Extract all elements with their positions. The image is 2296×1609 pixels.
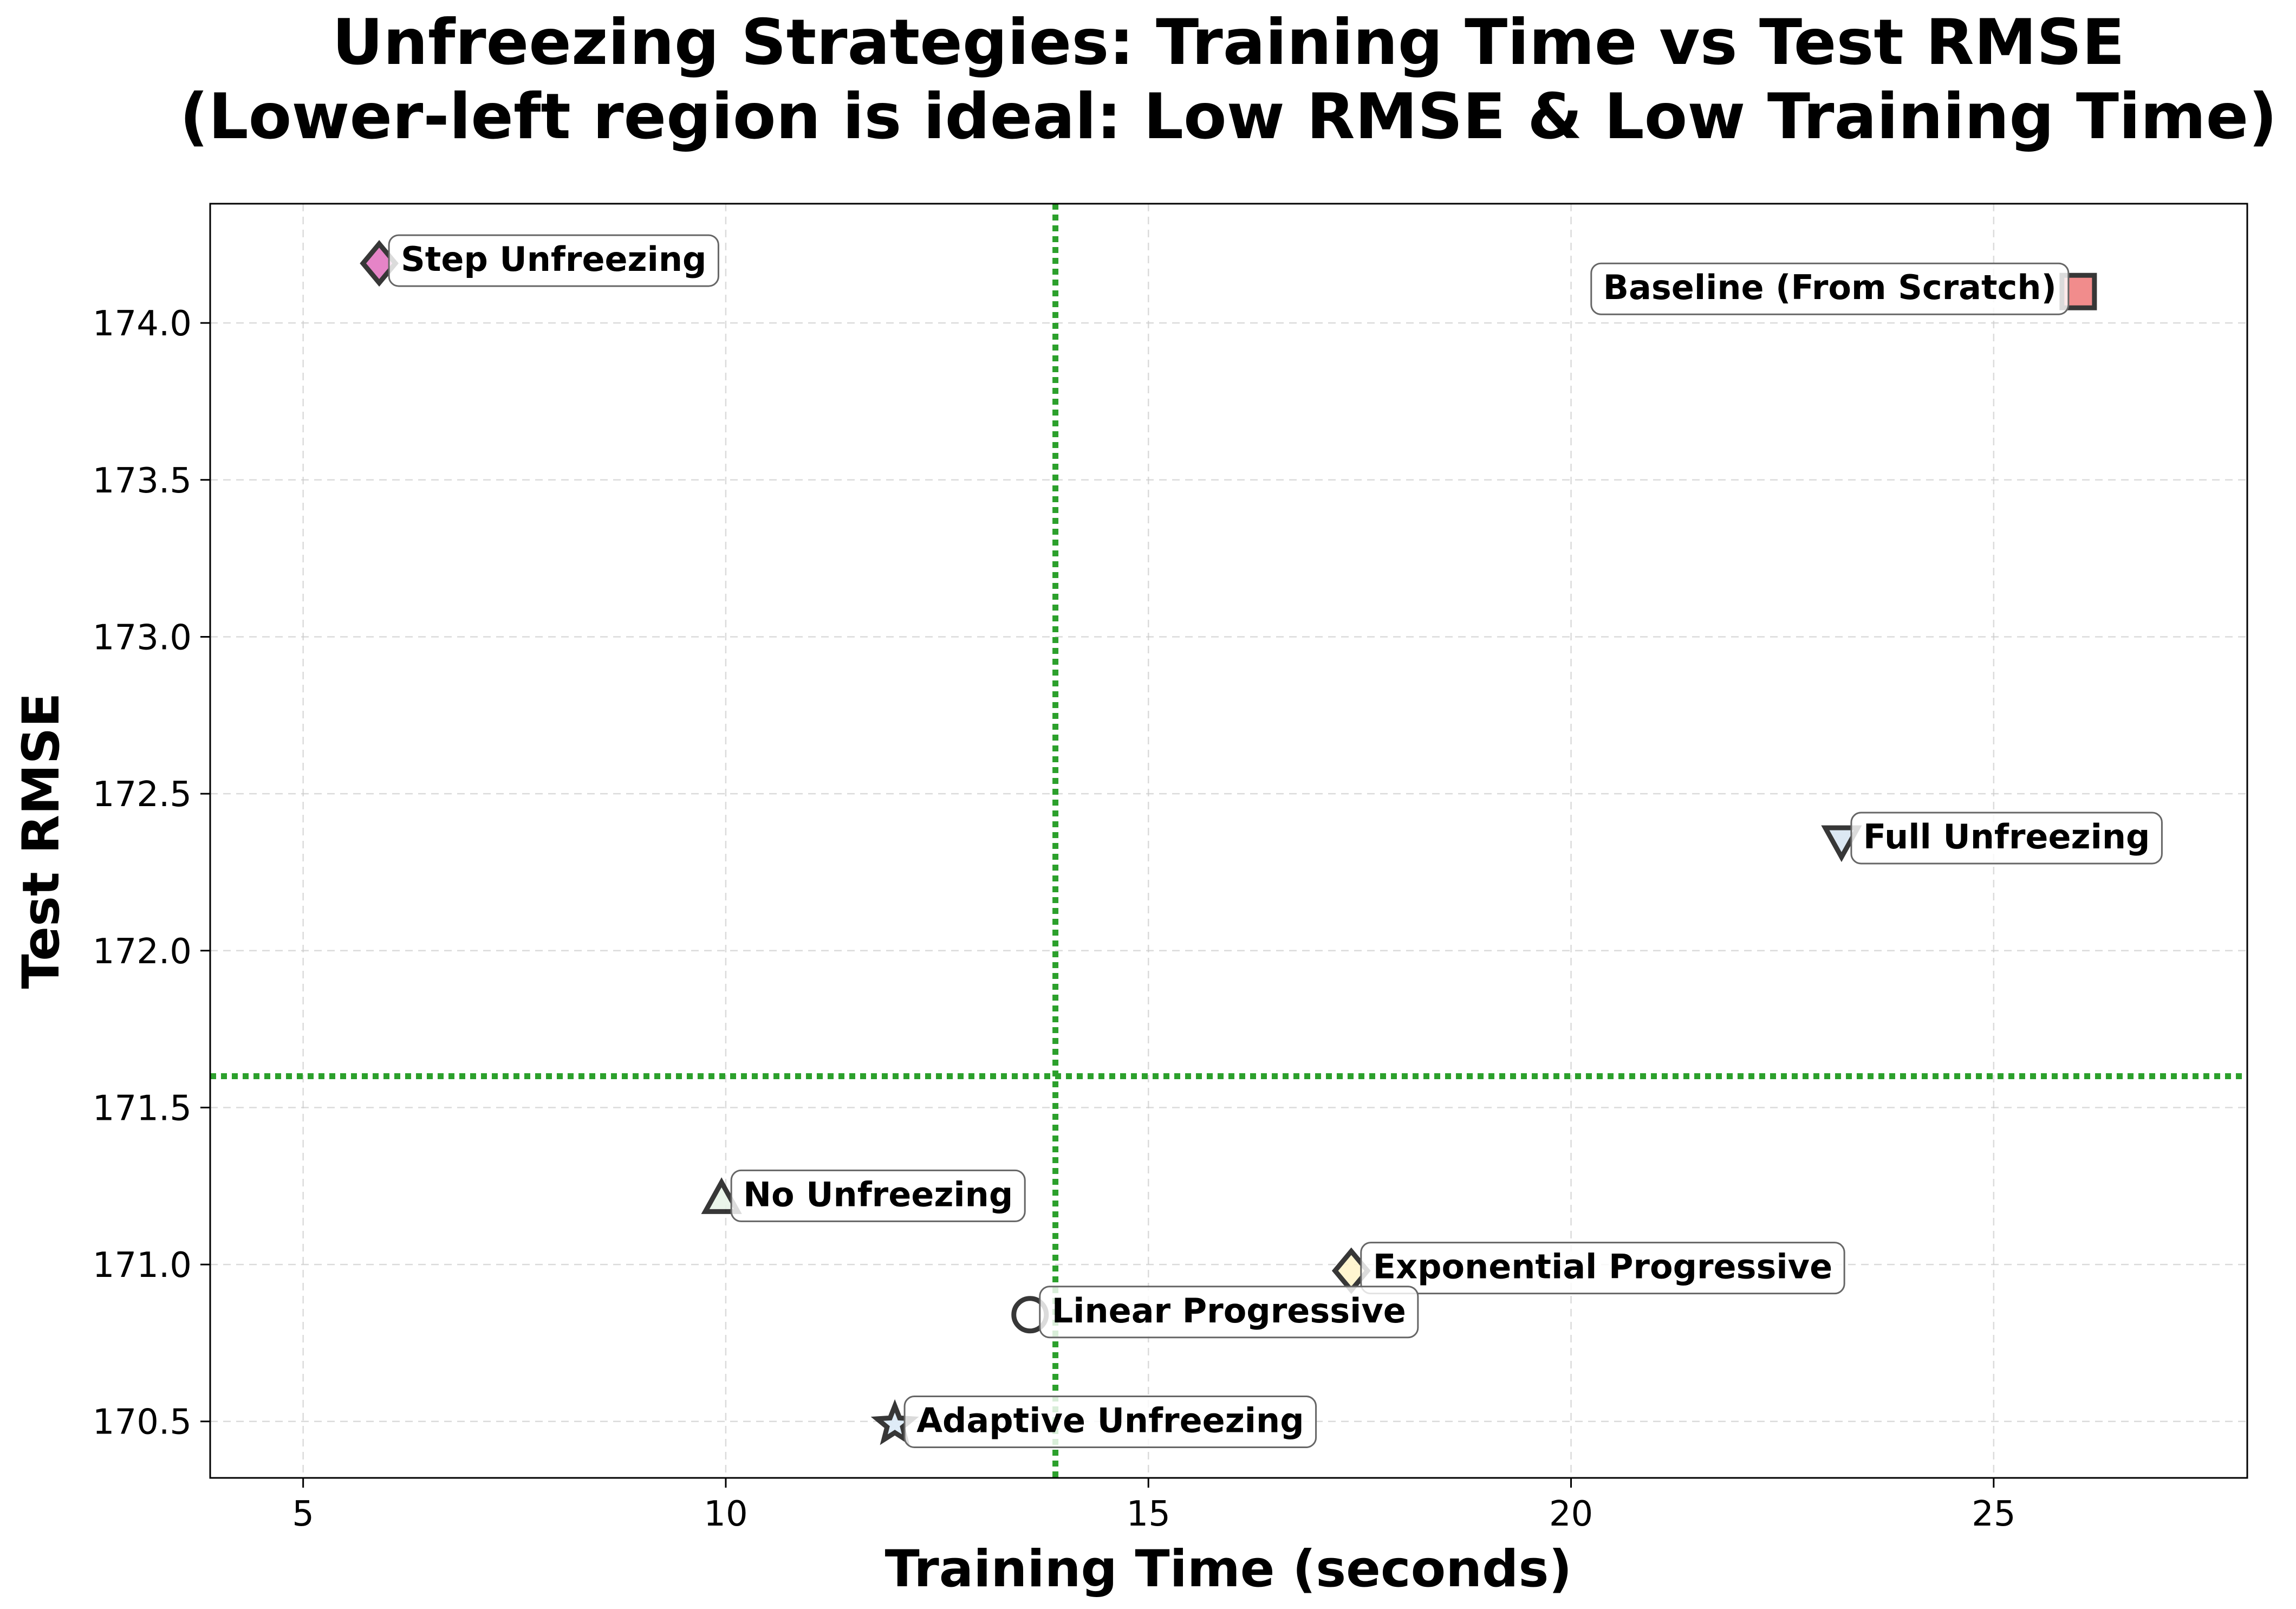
- y-tick-label: 170.5: [93, 1403, 192, 1443]
- x-axis-label: Training Time (seconds): [885, 1540, 1572, 1599]
- marker-triangle-down: [1821, 825, 1862, 862]
- point-annotation: Baseline (From Scratch): [1590, 262, 2070, 315]
- annotation-box: [388, 234, 719, 287]
- y-tick-label: 171.5: [93, 1088, 192, 1128]
- chart-title-line1: Unfreezing Strategies: Training Time vs …: [332, 6, 2125, 79]
- x-tick-label: 10: [704, 1494, 747, 1534]
- annotation-label: Full Unfreezing: [1863, 817, 2150, 857]
- x-tick-label: 15: [1127, 1494, 1170, 1534]
- y-tick-label: 174.0: [93, 304, 192, 344]
- annotation-label: Linear Progressive: [1052, 1291, 1406, 1331]
- data-points: [360, 240, 2097, 1445]
- point-annotations: Step Unfreezing Baseline (From Scratch) Fu…: [388, 234, 2163, 1449]
- annotation-box: [1590, 262, 2070, 315]
- annotation-label: No Unfreezing: [743, 1175, 1013, 1214]
- y-tick-label: 172.0: [93, 932, 192, 972]
- reference-lines: [210, 204, 2247, 1478]
- annotation-label: Baseline (From Scratch): [1603, 268, 2057, 307]
- x-tick-label: 5: [292, 1494, 314, 1534]
- point-annotation: Adaptive Unfreezing: [903, 1396, 1317, 1449]
- point-annotation: Full Unfreezing: [1850, 812, 2163, 865]
- annotation-label: Adaptive Unfreezing: [916, 1401, 1304, 1441]
- x-ticks: 5 10 15 20 25: [292, 1478, 2016, 1534]
- annotation-box: [1039, 1286, 1419, 1339]
- x-tick-label: 20: [1549, 1494, 1593, 1534]
- point-annotation: Step Unfreezing: [388, 234, 719, 287]
- chart-title-line2: (Lower-left region is ideal: Low RMSE & …: [180, 80, 2278, 153]
- y-tick-label: 171.0: [93, 1245, 192, 1286]
- annotation-box: [1850, 812, 2163, 865]
- y-tick-label: 173.5: [93, 461, 192, 501]
- annotation-box: [903, 1396, 1317, 1449]
- annotation-label: Exponential Progressive: [1373, 1247, 1832, 1287]
- annotation-label: Step Unfreezing: [401, 239, 706, 279]
- y-tick-label: 173.0: [93, 618, 192, 658]
- annotation-box: [730, 1169, 1026, 1222]
- point-annotation: No Unfreezing: [730, 1169, 1026, 1222]
- plot-frame: [209, 203, 2248, 1479]
- x-tick-label: 25: [1972, 1494, 2015, 1534]
- annotation-box: [1360, 1242, 1845, 1295]
- point-annotation: Exponential Progressive: [1360, 1242, 1845, 1295]
- y-ticks: 170.5 171.0 171.5 172.0 172.5 173.0 173.5 174.0: [93, 304, 210, 1443]
- point-annotation: Linear Progressive: [1039, 1286, 1419, 1339]
- marker-triangle-up: [701, 1177, 742, 1214]
- y-tick-label: 172.5: [93, 775, 192, 815]
- y-axis-label: Test RMSE: [12, 693, 71, 989]
